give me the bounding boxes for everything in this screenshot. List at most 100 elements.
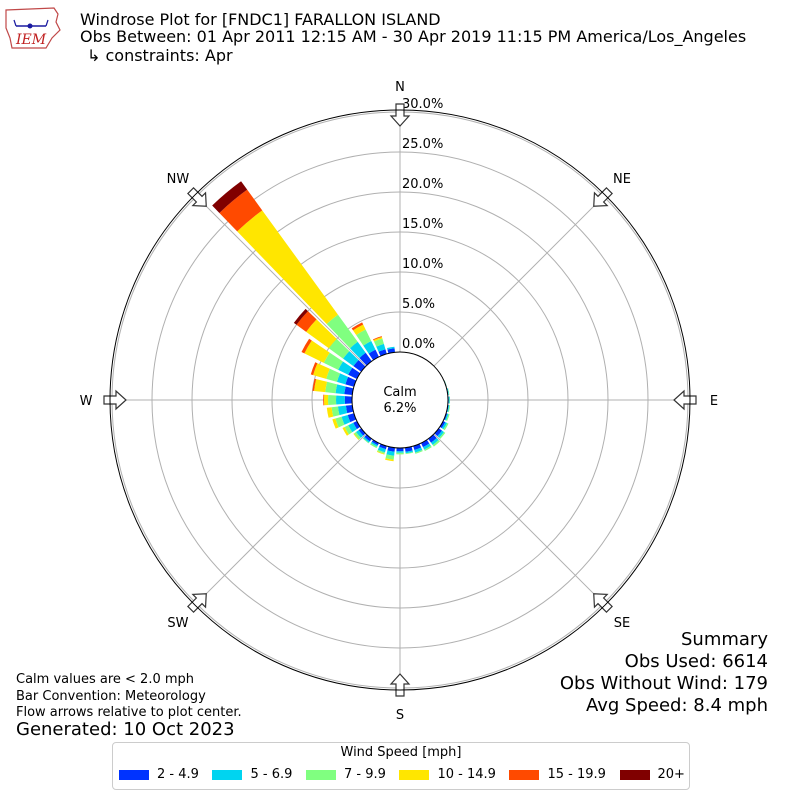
flow-arrow-icon (187, 187, 207, 207)
windrose-bar-segment (415, 450, 423, 454)
windrose-bar-segment (332, 418, 339, 429)
windrose-bar-segment (424, 445, 432, 452)
windrose-bar-segment (328, 338, 350, 359)
windrose-bar-segment (413, 443, 422, 450)
windrose-bar-segment (344, 386, 354, 395)
windrose-bar-segment (373, 338, 384, 347)
windrose-bar-segment (212, 181, 248, 213)
flow-arrow-icon (103, 389, 127, 411)
legend-title: Wind Speed [mph] (340, 745, 462, 760)
windrose-bar-segment (343, 351, 359, 367)
direction-label-sw: SW (167, 616, 188, 631)
grid-spoke (194, 433, 367, 606)
windrose-bar-segment (448, 396, 450, 404)
windrose-bar-segment (336, 373, 349, 385)
radial-tick-label: 15.0% (402, 217, 443, 232)
windrose-bar-segment (421, 439, 430, 448)
windrose-bar-segment (449, 396, 450, 404)
radial-tick-label: 0.0% (402, 337, 435, 352)
windrose-bar-segment (387, 346, 395, 350)
windrose-bar-segment (323, 394, 325, 406)
windrose-bar-segment (439, 421, 446, 429)
windrose-bar-segment (342, 427, 349, 436)
legend-label: 15 - 19.9 (547, 767, 606, 782)
windrose-bar-segment (448, 405, 451, 413)
legend-item: 10 - 14.9 (399, 767, 496, 782)
direction-label-s: S (396, 708, 404, 723)
legend-item: 7 - 9.9 (305, 767, 386, 782)
bar-convention: Bar Convention: Meteorology (16, 689, 206, 704)
windrose-bar-segment (338, 361, 353, 375)
windrose-bar-segment (431, 437, 439, 445)
windrose-bar-segment (345, 405, 354, 414)
windrose-bar-segment (414, 447, 423, 453)
flow-arrow-icon (389, 673, 411, 697)
windrose-bar-segment (219, 189, 263, 232)
direction-label-ne: NE (613, 172, 631, 187)
windrose-bar-segment (323, 394, 329, 406)
radial-tick-label: 10.0% (402, 257, 443, 272)
direction-label-e: E (710, 394, 718, 409)
summary-avg-speed: Avg Speed: 8.4 mph (586, 695, 768, 716)
windrose-bar-segment (337, 405, 348, 416)
flow-arrow-icon (593, 593, 613, 613)
windrose-bar-segment (447, 388, 449, 395)
windrose-bar-segment (377, 446, 386, 453)
legend-swatch (119, 769, 149, 780)
windrose-bar-segment (323, 352, 343, 370)
windrose-bar-segment (368, 349, 379, 361)
windrose-bar-segment (326, 368, 341, 382)
windrose-bar-segment (434, 428, 443, 437)
flow-arrow-icon (593, 187, 613, 207)
windrose-bar-segment (372, 336, 382, 341)
legend-swatch (509, 769, 540, 780)
legend-item: 15 - 19.9 (509, 767, 606, 782)
windrose-bar-segment (396, 447, 404, 452)
windrose-bar-segment (312, 378, 317, 391)
iem-logo: IEM (2, 4, 62, 52)
windrose-bar-segment (353, 324, 366, 336)
legend-item: 2 - 4.9 (119, 767, 199, 782)
windrose-bar-segment (325, 381, 338, 394)
windrose-bar-segment (439, 431, 446, 439)
windrose-bar-segment (446, 413, 450, 421)
windrose-bar-segment (301, 338, 312, 354)
windrose-bar-segment (363, 436, 370, 443)
windrose-bar-segment (371, 439, 379, 446)
windrose-bar-segment (396, 452, 404, 455)
windrose-bar-segment (304, 340, 330, 363)
iem-logo-graphic: IEM (5, 7, 61, 49)
windrose-bar-segment (336, 395, 345, 405)
direction-label-w: W (80, 394, 93, 409)
windrose-bar-segment (437, 430, 445, 438)
direction-label-se: SE (614, 616, 630, 631)
constraints-label: ↳ constraints: Apr (87, 46, 233, 65)
legend-swatch (212, 769, 243, 780)
windrose-bar-segment (293, 308, 308, 325)
windrose-bar-segment (385, 454, 395, 460)
calm-note: Calm values are < 2.0 mph (16, 672, 195, 687)
direction-label-n: N (395, 80, 405, 95)
windrose-bar-segment (353, 359, 366, 372)
windrose-bar-segment (364, 434, 372, 442)
summary-obs-without-wind: Obs Without Wind: 179 (559, 673, 768, 694)
windrose-bar-segment (310, 362, 318, 376)
windrose-bar-segment (363, 341, 376, 354)
grid-spoke (433, 433, 606, 606)
radial-tick-label: 30.0% (402, 97, 443, 112)
legend-item: 20+ (619, 767, 685, 782)
windrose-bar-segment (376, 451, 385, 455)
flow-arrow-icon (187, 593, 207, 613)
direction-label-nw: NW (167, 172, 190, 187)
windrose-bar-segment (345, 376, 357, 387)
radial-tick-label: 20.0% (402, 177, 443, 192)
windrose-bar-segment (443, 422, 449, 431)
windrose-bar-segment (441, 422, 448, 430)
legend: Wind Speed [mph] 2 - 4.9 5 - 6.9 7 - 9.9… (112, 742, 690, 790)
direction-arrows (103, 103, 697, 697)
legend-label: 7 - 9.9 (343, 767, 386, 782)
summary-heading: Summary (681, 629, 768, 650)
windrose-bar-segment (422, 443, 431, 450)
obs-period: Obs Between: 01 Apr 2011 12:15 AM - 30 A… (80, 27, 747, 46)
